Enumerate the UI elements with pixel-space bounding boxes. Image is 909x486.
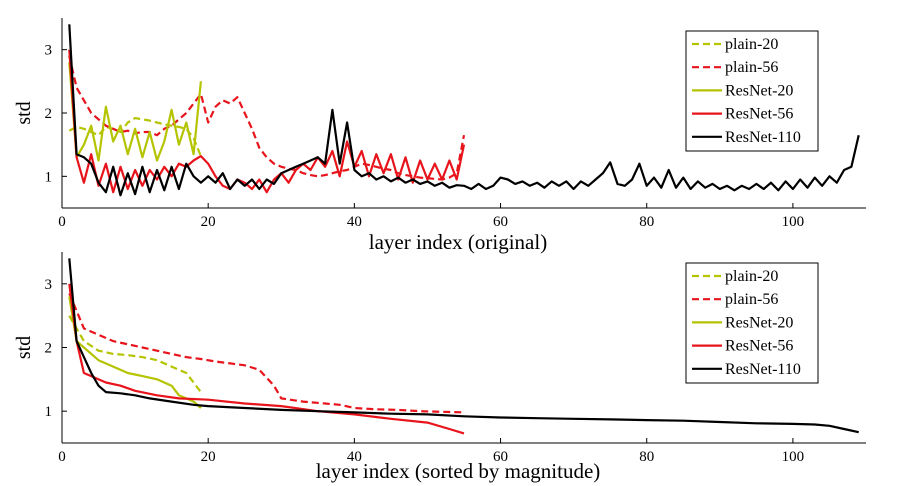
x-tick-label: 80	[639, 449, 654, 465]
legend-label-resnet-110: ResNet-110	[725, 361, 801, 378]
y-tick-label: 2	[45, 106, 53, 122]
y-tick-label: 1	[45, 404, 53, 420]
legend: plain-20 plain-56 ResNet-20 ResNet-56 ResNet…	[685, 262, 819, 384]
x-tick-label: 20	[201, 214, 216, 230]
series-line-resnet-56	[68, 49, 466, 194]
x-tick-label: 60	[493, 449, 508, 465]
legend-label-resnet-20: ResNet-20	[725, 82, 793, 99]
series-line-plain-20	[68, 116, 202, 157]
x-tick-label: 80	[639, 214, 654, 230]
series-line-plain-56	[68, 292, 465, 414]
x-tick-label: 0	[58, 214, 66, 230]
series-line-plain-20	[68, 315, 202, 393]
legend-label-resnet-56: ResNet-56	[725, 338, 793, 355]
legend-label-resnet-56: ResNet-56	[725, 106, 793, 123]
x-axis-label: layer index (original)	[369, 230, 547, 254]
x-axis-label: layer index (sorted by magnitude)	[316, 459, 601, 483]
x-tick-label: 60	[493, 214, 508, 230]
y-tick-label: 2	[45, 341, 53, 357]
chart-1: 0 20 40 60 80 100 1 2 3 std layer index (original)…	[13, 18, 866, 254]
x-tick-label: 0	[58, 449, 66, 465]
y-axis-label: std	[13, 101, 35, 124]
x-tick-label: 40	[347, 449, 362, 465]
chart-2: 0 20 40 60 80 100 1 2 3 std layer index (sorted by…	[13, 252, 866, 483]
legend: plain-20 plain-56 ResNet-20 ResNet-56 ResNet…	[685, 30, 819, 152]
series-line-resnet-56	[68, 283, 465, 435]
legend-label-plain-20: plain-20	[725, 36, 778, 53]
x-tick-label: 100	[782, 214, 805, 230]
y-tick-label: 3	[45, 43, 53, 59]
x-tick-label: 100	[782, 449, 805, 465]
y-tick-label: 3	[45, 277, 53, 293]
legend-label-plain-56: plain-56	[725, 291, 778, 308]
series-line-plain-56	[68, 55, 466, 181]
x-tick-label: 40	[347, 214, 362, 230]
x-tick-label: 20	[201, 449, 216, 465]
legend-label-resnet-20: ResNet-20	[725, 314, 793, 331]
series-line-resnet-110	[68, 24, 860, 197]
series-line-resnet-110	[68, 258, 859, 434]
y-axis-label: std	[13, 336, 35, 359]
series-line-resnet-20	[68, 62, 202, 162]
y-tick-label: 1	[45, 169, 53, 185]
legend-label-plain-56: plain-56	[725, 59, 778, 76]
legend-label-resnet-110: ResNet-110	[725, 129, 801, 146]
legend-label-plain-20: plain-20	[725, 268, 778, 285]
